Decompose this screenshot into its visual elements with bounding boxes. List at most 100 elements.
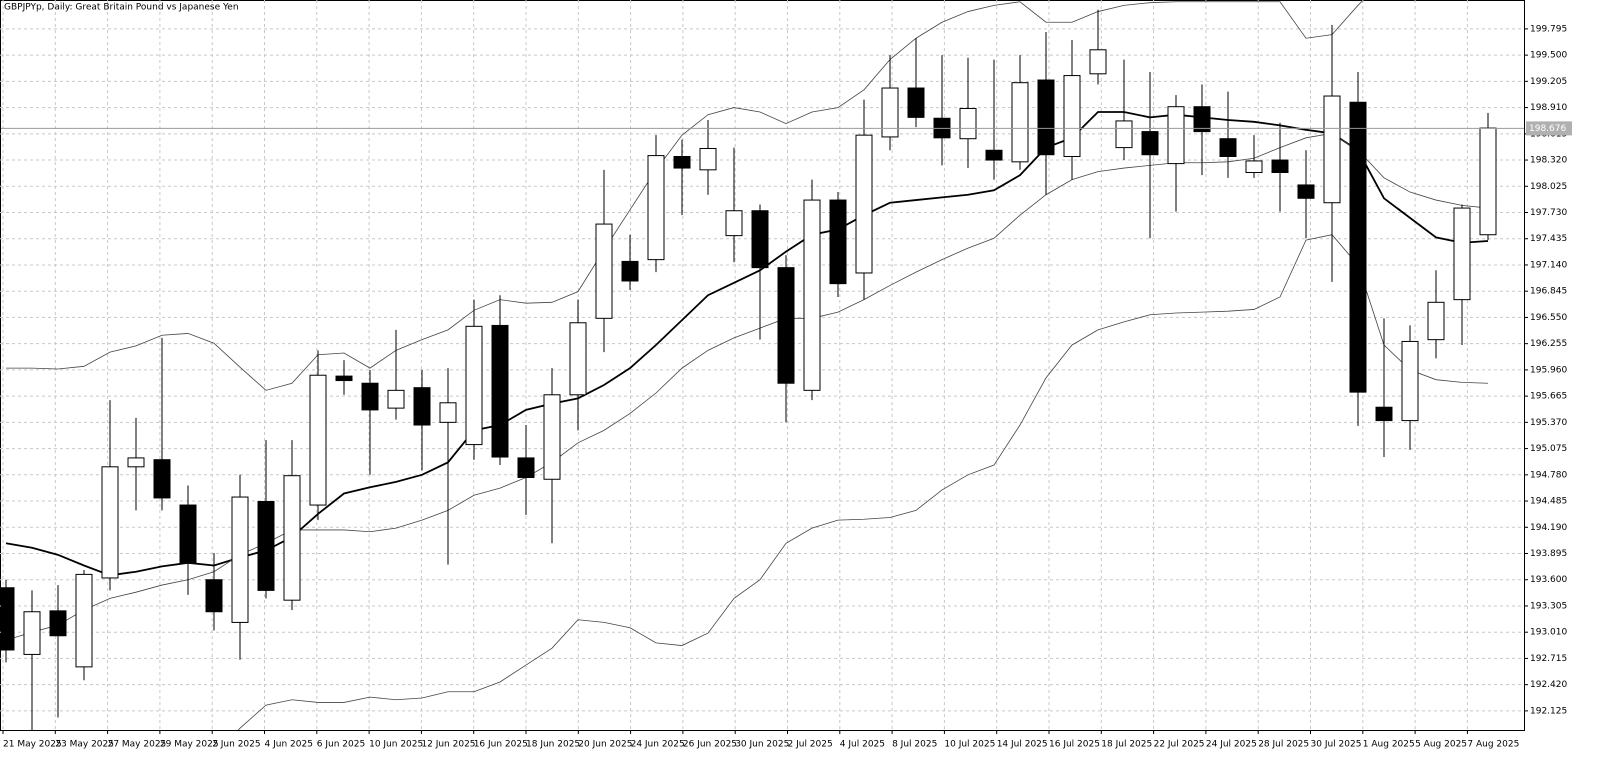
x-tick-label: 27 May 2025 [108,740,167,750]
y-tick-label: 192.715 [1530,654,1567,664]
candle-body [49,610,67,637]
candle-body [1245,160,1263,173]
candle-body [1219,138,1237,157]
y-tick-label: 194.190 [1530,523,1567,533]
candle-body [803,199,821,391]
candle-body [1,587,15,651]
axes: 192.125 192.420 192.715 193.010 193.305 193.6… [2,24,1572,750]
y-tick-label: 199.795 [1530,24,1567,34]
x-tick-label: 24 Jun 2025 [631,740,685,750]
x-tick-label: 2 Jul 2025 [788,740,833,750]
candle-body [335,375,353,382]
candle-body [179,504,197,564]
x-tick-label: 22 Jul 2025 [1154,740,1205,750]
candle-body [725,210,743,237]
candle-body [231,496,249,623]
indicator-line [237,234,1489,730]
plot-area [1,1,1524,730]
candle-body [491,324,509,458]
x-tick-label: 10 Jul 2025 [944,740,995,750]
candle-body [205,579,223,613]
y-tick-label: 193.600 [1530,575,1567,585]
candle-body [75,573,93,668]
y-tick-label: 193.895 [1530,549,1567,559]
x-tick-label: 20 Jun 2025 [578,740,632,750]
candle-body [1479,127,1497,236]
candle-body [777,267,795,384]
x-tick-label: 21 May 2025 [3,740,62,750]
y-tick-label: 196.255 [1530,339,1567,349]
x-tick-label: 26 Jun 2025 [683,740,737,750]
y-tick-label: 192.125 [1530,706,1567,716]
candle-body [465,325,483,446]
x-tick-label: 16 Jul 2025 [1049,740,1100,750]
candle-body [101,466,119,579]
candle-body [829,199,847,285]
candle-body [1297,184,1315,199]
candle-body [1349,101,1367,393]
candle-body [1427,301,1445,341]
y-tick-label: 193.010 [1530,628,1567,638]
candle-body [621,260,639,282]
candle-body [309,374,327,506]
candle-body [517,457,535,478]
x-tick-label: 4 Jul 2025 [840,740,885,750]
candle-body [1141,131,1159,156]
x-tick-label: 30 Jul 2025 [1311,740,1362,750]
candle-body [23,611,41,655]
candle-body [881,87,899,138]
x-tick-label: 29 May 2025 [160,740,219,750]
candle-body [699,147,717,171]
candle-body [1167,106,1185,165]
candle-body [1375,406,1393,422]
x-tick-label: 18 Jun 2025 [526,740,580,750]
candle-body [1037,79,1055,156]
y-tick-label: 195.960 [1530,365,1567,375]
last-price-box [1526,121,1572,136]
x-tick-label: 18 Jul 2025 [1101,740,1152,750]
y-tick-label: 194.485 [1530,497,1567,507]
y-tick-label: 195.370 [1530,418,1567,428]
candle-body [1453,207,1471,301]
y-tick-label: 198.320 [1530,156,1567,166]
candle-body [907,87,925,118]
x-tick-label: 8 Jul 2025 [892,740,937,750]
candle-body [1271,159,1289,173]
candle-body [439,402,457,423]
y-tick-label: 195.075 [1530,444,1567,454]
y-tick-label: 197.730 [1530,208,1567,218]
candle-body [1193,106,1211,133]
candle-body [673,155,691,169]
y-tick-label: 198.910 [1530,103,1567,113]
x-tick-label: 1 Aug 2025 [1363,740,1415,750]
x-tick-label: 7 Aug 2025 [1467,740,1519,750]
candle-body [595,223,613,319]
x-tick-label: 5 Aug 2025 [1415,740,1467,750]
candle-body [751,210,769,269]
y-tick-label: 197.435 [1530,234,1567,244]
y-tick-label: 196.845 [1530,287,1567,297]
indicator-line [5,132,1489,641]
y-tick-label: 196.550 [1530,313,1567,323]
candle-body [127,457,145,468]
y-tick-label: 193.305 [1530,601,1567,611]
candle-body [647,155,665,261]
x-tick-label: 14 Jul 2025 [997,740,1048,750]
x-tick-label: 6 Jun 2025 [317,740,365,750]
candle-body [283,475,301,601]
y-tick-label: 199.205 [1530,77,1567,87]
candle-body [361,382,379,411]
x-tick-label: 23 May 2025 [55,740,114,750]
candle-body [1063,75,1081,157]
y-tick-label: 195.665 [1530,392,1567,402]
x-tick-label: 30 Jun 2025 [735,740,789,750]
y-tick-label: 192.420 [1530,680,1567,690]
indicator-line [5,111,1489,577]
candle-body [959,107,977,140]
x-tick-label: 10 Jun 2025 [369,740,423,750]
candle-body [1115,120,1133,149]
candle-body [569,322,587,396]
candle-body [153,459,171,499]
